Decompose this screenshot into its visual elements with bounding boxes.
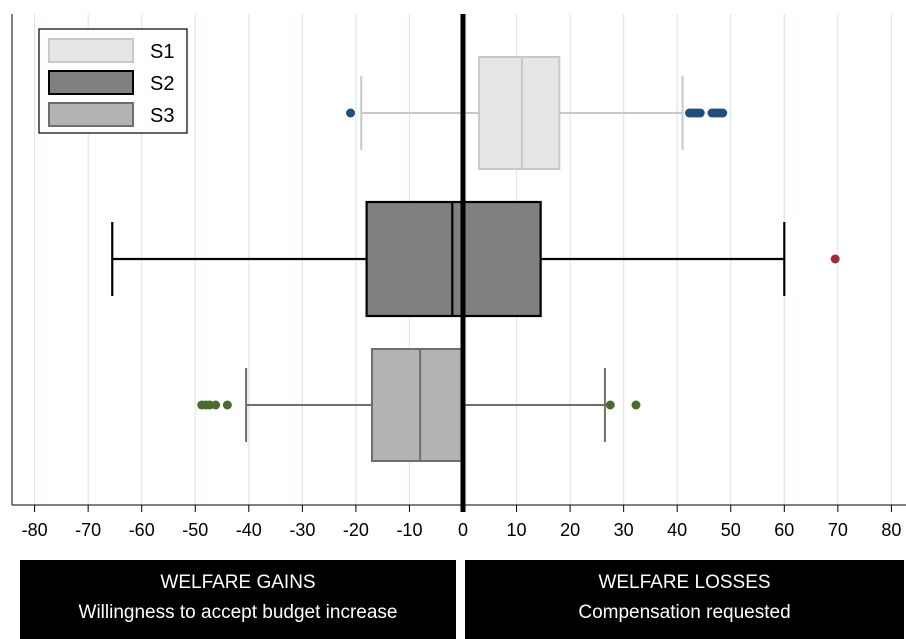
legend: S1 S2 S3 (38, 28, 188, 134)
x-tick-label: -70 (75, 520, 101, 540)
legend-label-s2: S2 (150, 73, 174, 95)
x-axis: -80 -70 -60 -50 -40 -30 -20 -10 0 10 20 30 40 50 60 70 8… (11, 14, 906, 540)
outlier-point (830, 254, 840, 264)
iqr-box (370, 348, 464, 462)
x-tick-label: -60 (129, 520, 155, 540)
x-tick-label: 0 (458, 520, 468, 540)
welfare-gains-subtitle: Willingness to accept budget increase (78, 602, 398, 623)
x-tick-label: 30 (614, 520, 634, 540)
box-s1 (346, 56, 728, 170)
box-s2 (111, 200, 840, 318)
legend-swatch-s3 (48, 102, 134, 127)
x-tick-label: 50 (721, 520, 741, 540)
legend-label-s1: S1 (150, 41, 174, 63)
outlier-point (211, 400, 221, 410)
welfare-gains-title: WELFARE GAINS (160, 572, 316, 593)
x-tick-label: 80 (881, 520, 901, 540)
outlier-point (222, 400, 232, 410)
boxplot-chart: -80 -70 -60 -50 -40 -30 -20 -10 0 10 20 30 40 50 60 70 8… (11, 14, 906, 540)
x-tick-label: 60 (774, 520, 794, 540)
x-tick-label: -20 (343, 520, 369, 540)
x-tick-label: -50 (182, 520, 208, 540)
legend-label-s3: S3 (150, 105, 174, 127)
box-s3 (197, 348, 641, 462)
legend-swatch-s1 (48, 38, 134, 63)
welfare-gains-banner: WELFARE GAINS Willingness to accept budg… (20, 560, 456, 639)
legend-swatch-s2 (48, 70, 134, 95)
welfare-losses-subtitle: Compensation requested (578, 602, 791, 623)
iqr-box (478, 56, 561, 170)
x-tick-label: -80 (22, 520, 48, 540)
outlier-point (718, 108, 728, 118)
x-tick-label: 10 (507, 520, 527, 540)
x-tick-label: 20 (560, 520, 580, 540)
welfare-losses-title: WELFARE LOSSES (598, 572, 771, 593)
x-tick-label: 40 (667, 520, 687, 540)
outlier-point (631, 400, 641, 410)
box-series (111, 56, 840, 462)
x-tick-label: 70 (828, 520, 848, 540)
iqr-box (365, 200, 542, 318)
welfare-losses-banner: WELFARE LOSSES Compensation requested (465, 560, 904, 639)
x-tick-label: -30 (289, 520, 315, 540)
x-tick-label: -40 (236, 520, 262, 540)
outlier-point (695, 108, 705, 118)
x-tick-label: -10 (396, 520, 422, 540)
outlier-point (605, 400, 615, 410)
outlier-point (346, 108, 356, 118)
